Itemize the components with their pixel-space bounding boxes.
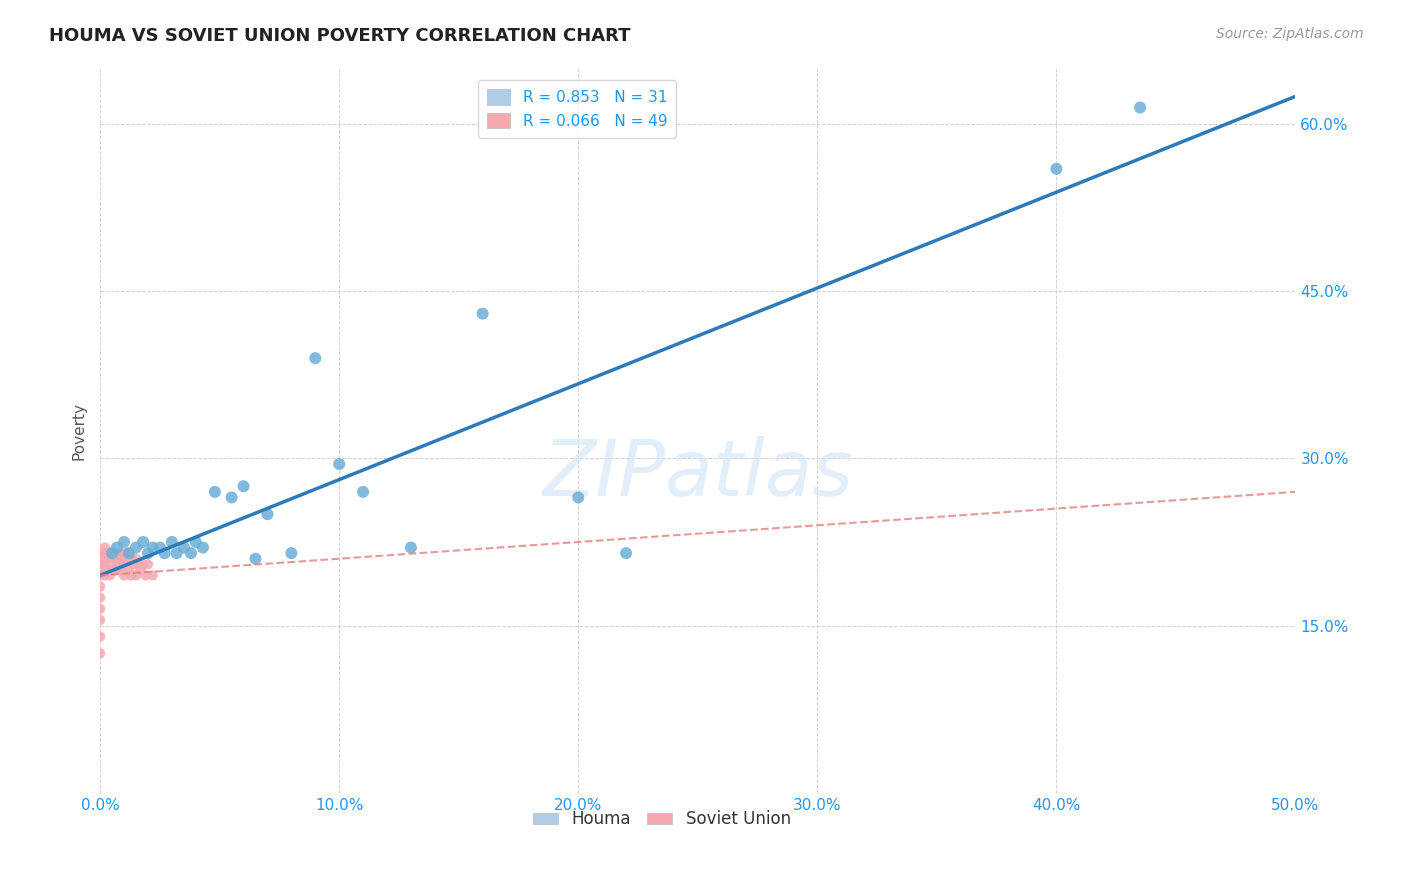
Point	[328, 457, 350, 471]
Point	[108, 558, 131, 572]
Point	[160, 535, 183, 549]
Point	[132, 558, 155, 572]
Point	[173, 541, 195, 555]
Point	[94, 546, 117, 560]
Point	[94, 568, 117, 582]
Point	[120, 568, 142, 582]
Text: Source: ZipAtlas.com: Source: ZipAtlas.com	[1216, 27, 1364, 41]
Point	[112, 535, 135, 549]
Point	[256, 507, 278, 521]
Point	[89, 613, 111, 627]
Point	[232, 479, 254, 493]
Point	[89, 591, 111, 605]
Point	[399, 541, 422, 555]
Point	[89, 563, 111, 577]
Point	[166, 546, 188, 560]
Text: ZIPatlas: ZIPatlas	[543, 436, 853, 512]
Point	[132, 535, 155, 549]
Point	[352, 484, 374, 499]
Point	[221, 491, 243, 505]
Point	[149, 541, 172, 555]
Y-axis label: Poverty: Poverty	[72, 401, 86, 459]
Point	[1129, 101, 1152, 115]
Point	[153, 546, 176, 560]
Point	[127, 558, 149, 572]
Point	[94, 541, 117, 555]
Point	[89, 630, 111, 644]
Text: HOUMA VS SOVIET UNION POVERTY CORRELATION CHART: HOUMA VS SOVIET UNION POVERTY CORRELATIO…	[49, 27, 631, 45]
Point	[96, 563, 118, 577]
Point	[125, 568, 148, 582]
Point	[1045, 161, 1067, 176]
Point	[103, 551, 125, 566]
Point	[98, 568, 121, 582]
Point	[304, 351, 326, 366]
Point	[89, 647, 111, 661]
Point	[98, 546, 121, 560]
Point	[112, 568, 135, 582]
Point	[125, 551, 148, 566]
Point	[89, 568, 111, 582]
Point	[280, 546, 302, 560]
Point	[105, 563, 128, 577]
Point	[89, 546, 111, 560]
Point	[136, 558, 159, 572]
Point	[142, 568, 165, 582]
Point	[101, 546, 124, 560]
Point	[89, 551, 111, 566]
Point	[118, 563, 141, 577]
Point	[108, 546, 131, 560]
Point	[204, 484, 226, 499]
Point	[112, 546, 135, 560]
Point	[98, 558, 121, 572]
Point	[96, 551, 118, 566]
Point	[245, 551, 267, 566]
Point	[122, 558, 145, 572]
Point	[129, 563, 152, 577]
Point	[118, 546, 141, 560]
Point	[567, 491, 589, 505]
Point	[111, 551, 134, 566]
Point	[89, 558, 111, 572]
Point	[101, 551, 124, 566]
Point	[115, 551, 138, 566]
Point	[184, 535, 207, 549]
Point	[142, 541, 165, 555]
Point	[471, 307, 494, 321]
Point	[89, 602, 111, 616]
Point	[125, 541, 148, 555]
Point	[103, 563, 125, 577]
Point	[101, 546, 124, 560]
Point	[614, 546, 637, 560]
Point	[191, 541, 214, 555]
Point	[101, 563, 124, 577]
Point	[136, 546, 159, 560]
Point	[96, 546, 118, 560]
Point	[112, 558, 135, 572]
Point	[89, 580, 111, 594]
Point	[180, 546, 202, 560]
Point	[105, 541, 128, 555]
Point	[105, 551, 128, 566]
Legend: Houma, Soviet Union: Houma, Soviet Union	[526, 804, 797, 835]
Point	[94, 558, 117, 572]
Point	[120, 551, 142, 566]
Point	[118, 546, 141, 560]
Point	[135, 568, 157, 582]
Point	[111, 563, 134, 577]
